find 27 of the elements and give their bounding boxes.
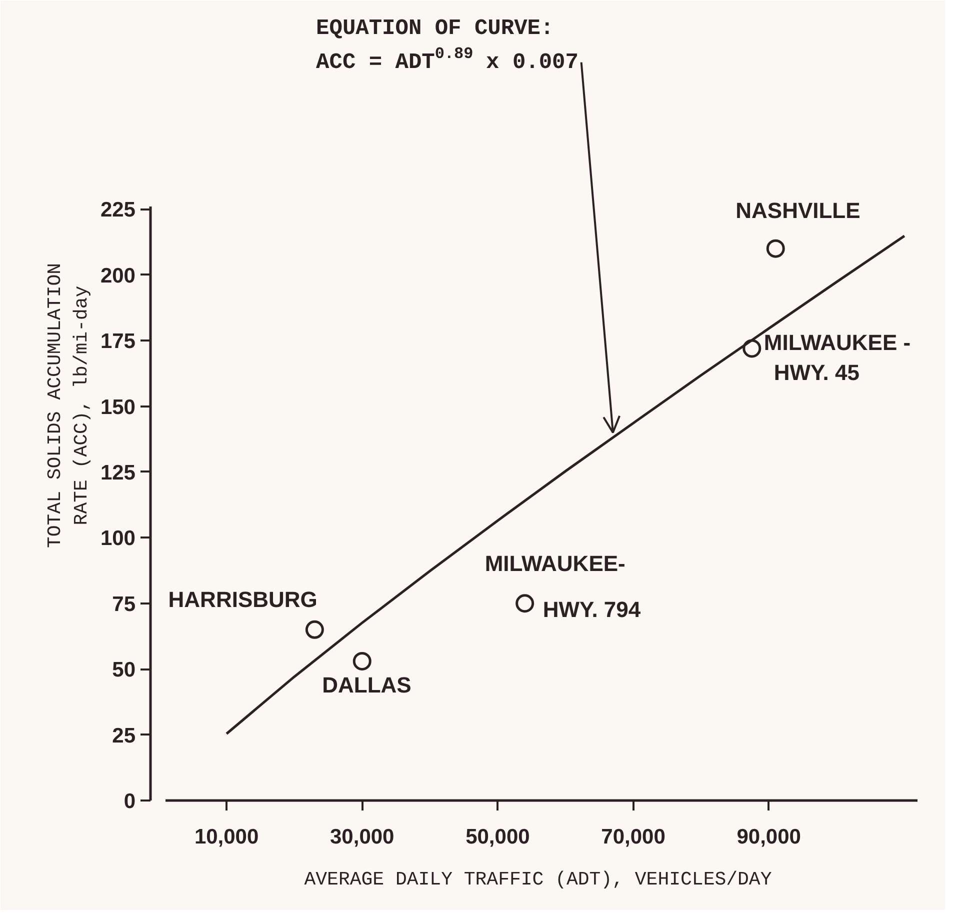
point <box>516 594 534 613</box>
y-tick-label: 25 <box>112 724 136 748</box>
y-tick-label: 125 <box>100 461 136 484</box>
x-axis-title: AVERAGE DAILY TRAFFIC (ADT), VEHICLES/DAY <box>304 868 772 890</box>
point <box>305 620 324 639</box>
annotation: NASHVILLE <box>736 198 860 224</box>
y-tick-label: 0 <box>124 790 136 813</box>
y-tick-label: 225 <box>100 198 136 222</box>
x-tick-label: 70,000 <box>601 826 666 848</box>
y-tick-label: 200 <box>100 264 136 288</box>
point <box>766 239 785 258</box>
annotation: MILWAUKEE- HWY. 794 <box>484 550 642 622</box>
annotation: DALLAS <box>322 672 412 698</box>
annotation: MILWAUKEE - HWY. 45 <box>764 330 911 385</box>
x-tick-label: 50,000 <box>466 826 530 848</box>
x-tick-label: 30,000 <box>330 826 394 848</box>
y-tick-label: 50 <box>112 658 136 682</box>
y-tick-label: 100 <box>100 527 136 550</box>
y-axis-title: TOTAL SOLIDS ACCUMULATION RATE (ACC), lb/mi-day <box>44 262 92 548</box>
y-tick-label: 75 <box>112 592 136 616</box>
y-tick-label: 150 <box>100 396 136 419</box>
annotation: HARRISBURG <box>168 587 318 612</box>
point <box>742 339 762 358</box>
x-tick-label: 90,000 <box>736 826 801 848</box>
x-tick-label: 10,000 <box>194 826 259 848</box>
y-tick-label: 175 <box>100 330 136 354</box>
point <box>352 652 372 670</box>
